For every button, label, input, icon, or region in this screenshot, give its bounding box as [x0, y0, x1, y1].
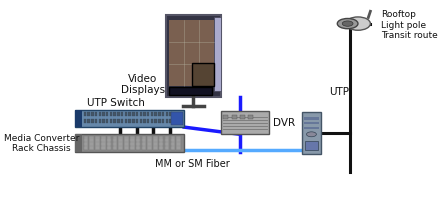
Bar — [240, 115, 245, 119]
Bar — [304, 127, 318, 129]
Bar — [106, 112, 108, 116]
Circle shape — [337, 19, 358, 30]
Bar — [304, 122, 318, 125]
Bar — [141, 137, 146, 150]
Bar — [169, 119, 172, 123]
Bar — [232, 115, 237, 119]
FancyBboxPatch shape — [169, 88, 212, 96]
Bar — [162, 112, 164, 116]
Bar — [132, 112, 135, 116]
Bar — [128, 119, 131, 123]
Bar — [84, 112, 86, 116]
Bar — [113, 112, 116, 116]
Bar — [169, 112, 172, 116]
Bar — [95, 137, 100, 150]
Bar — [110, 119, 112, 123]
FancyBboxPatch shape — [169, 20, 215, 87]
Bar — [74, 110, 82, 128]
Bar — [101, 137, 106, 150]
Bar — [117, 112, 120, 116]
Bar — [305, 142, 318, 150]
Bar — [158, 119, 161, 123]
Bar — [151, 112, 153, 116]
Bar — [117, 119, 120, 123]
Bar — [118, 137, 123, 150]
Bar — [112, 137, 117, 150]
Bar — [95, 119, 97, 123]
Bar — [124, 112, 127, 116]
FancyBboxPatch shape — [302, 112, 321, 154]
Bar — [87, 119, 90, 123]
FancyBboxPatch shape — [214, 18, 221, 92]
Bar — [136, 119, 138, 123]
Bar — [158, 112, 161, 116]
Bar — [147, 137, 152, 150]
FancyBboxPatch shape — [165, 16, 221, 98]
Bar — [91, 112, 94, 116]
FancyBboxPatch shape — [192, 63, 215, 87]
Bar — [124, 137, 129, 150]
Bar — [154, 119, 157, 123]
Bar — [143, 119, 146, 123]
Bar — [159, 137, 164, 150]
Bar — [106, 119, 108, 123]
Bar — [143, 112, 146, 116]
Ellipse shape — [346, 18, 370, 31]
Bar — [130, 137, 135, 150]
Text: MM or SM Fiber: MM or SM Fiber — [155, 158, 230, 168]
Bar — [170, 137, 175, 150]
FancyBboxPatch shape — [221, 111, 269, 135]
Bar — [84, 119, 86, 123]
Text: Video
Displays: Video Displays — [121, 73, 165, 95]
Bar — [99, 112, 101, 116]
Circle shape — [306, 132, 316, 137]
Bar — [132, 119, 135, 123]
Text: UTP: UTP — [329, 87, 349, 97]
Text: Rooftop
Light pole
Transit route: Rooftop Light pole Transit route — [381, 10, 438, 40]
Text: Media Converter
Rack Chassis: Media Converter Rack Chassis — [4, 133, 79, 152]
Bar — [165, 137, 169, 150]
Bar — [140, 119, 142, 123]
FancyBboxPatch shape — [74, 110, 184, 128]
Bar — [248, 115, 253, 119]
Bar — [124, 119, 127, 123]
Bar — [147, 112, 149, 116]
Bar — [151, 119, 153, 123]
Bar — [165, 119, 168, 123]
Bar — [102, 112, 105, 116]
Bar — [74, 135, 82, 152]
Bar — [147, 119, 149, 123]
Bar — [113, 119, 116, 123]
Bar — [165, 112, 168, 116]
Bar — [102, 119, 105, 123]
Bar — [91, 119, 94, 123]
Bar — [121, 119, 124, 123]
Bar — [140, 112, 142, 116]
Bar — [84, 137, 88, 150]
FancyBboxPatch shape — [74, 135, 184, 152]
Bar — [154, 112, 157, 116]
Bar — [95, 112, 97, 116]
Bar — [107, 137, 112, 150]
Bar — [162, 119, 164, 123]
Bar — [153, 137, 158, 150]
Text: UTP Switch: UTP Switch — [87, 97, 145, 107]
Text: DVR: DVR — [273, 118, 295, 127]
Bar — [110, 112, 112, 116]
Circle shape — [342, 22, 353, 27]
Bar — [136, 137, 140, 150]
Bar — [99, 119, 101, 123]
Bar — [176, 137, 181, 150]
Bar — [304, 118, 318, 120]
Bar — [128, 112, 131, 116]
Bar — [87, 112, 90, 116]
Bar — [171, 112, 182, 125]
Bar — [90, 137, 94, 150]
Bar — [136, 112, 138, 116]
Bar — [223, 115, 228, 119]
Bar — [121, 112, 124, 116]
